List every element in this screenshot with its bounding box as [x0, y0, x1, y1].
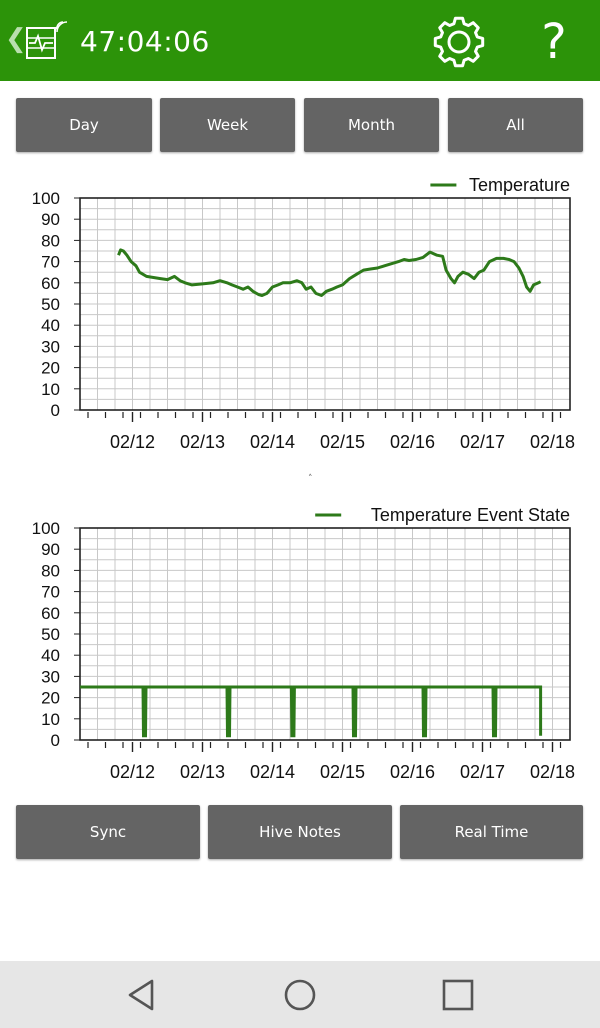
x-tick-label: 02/17 — [460, 762, 505, 782]
y-tick-label: 10 — [41, 380, 60, 399]
y-tick-label: 0 — [51, 731, 60, 750]
y-tick-label: 20 — [41, 359, 60, 378]
y-tick-label: 80 — [41, 231, 60, 250]
y-tick-label: 70 — [41, 253, 60, 272]
y-tick-label: 100 — [32, 519, 60, 538]
x-tick-label: 02/13 — [180, 432, 225, 452]
x-tick-label: 02/18 — [530, 762, 575, 782]
help-icon[interactable]: ? — [541, 14, 567, 70]
app-header: ❮ 47:04:06 ? — [0, 0, 600, 81]
x-tick-label: 02/16 — [390, 432, 435, 452]
recents-square-icon[interactable] — [436, 973, 480, 1017]
x-tick-label: 02/18 — [530, 432, 575, 452]
android-navbar — [0, 961, 600, 1028]
real-time-button[interactable]: Real Time — [400, 805, 583, 859]
x-tick-label: 02/17 — [460, 432, 505, 452]
x-tick-label: 02/14 — [250, 432, 295, 452]
y-tick-label: 90 — [41, 210, 60, 229]
temperature-series-line — [117, 248, 542, 297]
temperature-event-chart[interactable]: 0 10 20 30 40 50 60 70 80 90 100 02/12 02/13 02/14 02/… — [0, 500, 600, 795]
x-tick-label: 02/12 — [110, 432, 155, 452]
range-tab-all[interactable]: All — [448, 98, 583, 152]
y-tick-label: 20 — [41, 689, 60, 708]
gear-icon[interactable] — [430, 14, 488, 70]
hive-monitor-icon[interactable] — [24, 18, 70, 64]
x-tick-label: 02/12 — [110, 762, 155, 782]
hive-notes-button[interactable]: Hive Notes — [208, 805, 392, 859]
legend-label: Temperature — [469, 175, 570, 195]
y-tick-label: 40 — [41, 316, 60, 335]
home-circle-icon[interactable] — [278, 973, 322, 1017]
range-tab-month[interactable]: Month — [304, 98, 439, 152]
y-tick-label: 40 — [41, 646, 60, 665]
y-tick-label: 10 — [41, 710, 60, 729]
range-tab-week[interactable]: Week — [160, 98, 295, 152]
divider-marker: ˄ — [308, 474, 313, 484]
y-tick-label: 70 — [41, 583, 60, 602]
y-tick-label: 30 — [41, 667, 60, 686]
y-tick-label: 60 — [41, 274, 60, 293]
y-tick-label: 80 — [41, 561, 60, 580]
back-triangle-icon[interactable] — [120, 973, 164, 1017]
elapsed-timer: 47:04:06 — [80, 25, 210, 58]
y-tick-label: 50 — [41, 625, 60, 644]
x-tick-label: 02/16 — [390, 762, 435, 782]
y-tick-label: 0 — [51, 401, 60, 420]
y-tick-label: 50 — [41, 295, 60, 314]
y-tick-label: 30 — [41, 337, 60, 356]
temperature-chart[interactable]: 0 10 20 30 40 50 60 70 80 90 100 02/12 02/13 02/14 02/… — [0, 170, 600, 460]
sync-button[interactable]: Sync — [16, 805, 200, 859]
x-tick-label: 02/13 — [180, 762, 225, 782]
x-tick-label: 02/15 — [320, 432, 365, 452]
x-tick-label: 02/15 — [320, 762, 365, 782]
y-tick-label: 90 — [41, 540, 60, 559]
chevron-left-icon[interactable]: ❮ — [5, 24, 27, 54]
range-tab-day[interactable]: Day — [16, 98, 152, 152]
y-tick-label: 100 — [32, 189, 60, 208]
y-tick-label: 60 — [41, 604, 60, 623]
legend-label: Temperature Event State — [371, 505, 570, 525]
event-state-series-line — [80, 685, 543, 738]
x-tick-label: 02/14 — [250, 762, 295, 782]
